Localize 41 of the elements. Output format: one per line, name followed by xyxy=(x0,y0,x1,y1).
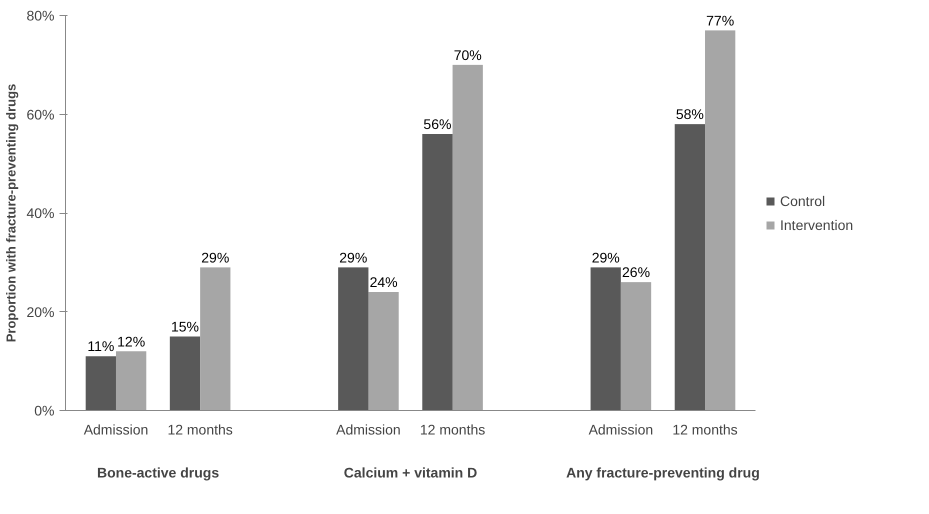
data-label: 26% xyxy=(622,264,650,280)
data-label: 15% xyxy=(170,318,200,334)
y-tick-label: 60% xyxy=(26,106,55,122)
bar xyxy=(86,356,116,410)
data-label: 11% xyxy=(87,338,114,354)
x-tick-label: 12 months xyxy=(167,422,233,438)
bar xyxy=(452,64,483,410)
data-label: 70% xyxy=(454,46,482,63)
bar xyxy=(170,336,200,410)
legend-label: Intervention xyxy=(780,216,854,232)
bar xyxy=(116,351,146,410)
data-label: 29% xyxy=(201,249,230,266)
bar xyxy=(200,267,230,410)
data-label: 58% xyxy=(676,106,704,122)
y-axis-title: Proportion with fracture-preventing drugs xyxy=(3,84,18,342)
y-tick-label: 20% xyxy=(26,304,55,320)
text: Calcium + vitamin D xyxy=(344,464,478,480)
data-label: 77% xyxy=(706,12,734,28)
bar xyxy=(705,30,736,410)
x-tick-label: Admission xyxy=(84,422,148,438)
x-tick-label: 12 months xyxy=(420,422,486,438)
data-label: 24% xyxy=(370,274,398,290)
bar xyxy=(368,292,399,410)
y-tick-label: 40% xyxy=(26,205,55,221)
x-tick-label: Admission xyxy=(336,422,401,438)
y-tick-label: 0% xyxy=(34,402,54,418)
bar xyxy=(590,267,621,410)
data-label: 29% xyxy=(339,249,368,266)
x-tick-label: Admission xyxy=(588,422,654,438)
data-label: 12% xyxy=(117,333,146,350)
bar xyxy=(422,134,453,410)
text: Any fracture-preventing drug xyxy=(566,464,760,480)
y-tick-label: 80% xyxy=(26,8,55,24)
bar xyxy=(674,124,706,410)
bar xyxy=(620,282,652,410)
bar xyxy=(338,267,368,410)
data-label: 56% xyxy=(423,116,452,132)
legend-label: Control xyxy=(780,192,826,208)
data-label: 29% xyxy=(592,249,620,266)
text: Bone-active drugs xyxy=(96,464,220,480)
x-tick-label: 12 months xyxy=(672,422,738,438)
